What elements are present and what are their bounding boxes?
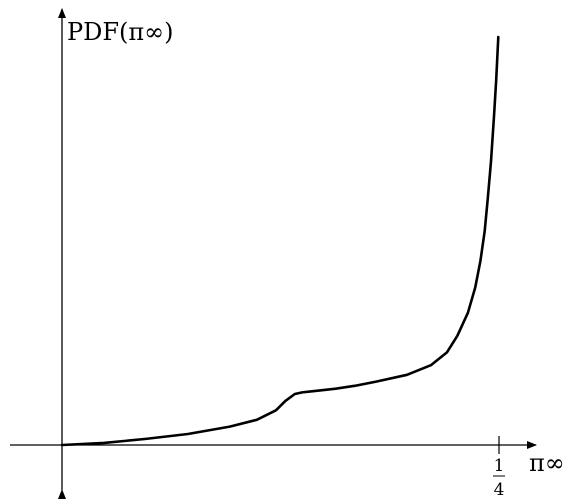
y-axis-label: PDF(π∞) [67, 18, 174, 46]
x-tick-label-denominator: 4 [494, 480, 505, 500]
svg-text:π∞: π∞ [529, 449, 565, 477]
x-ticks: 14 [493, 436, 505, 500]
series-line [60, 35, 500, 447]
x-tick-label-numerator: 1 [494, 456, 505, 476]
x-axis-label: π∞ [529, 449, 565, 477]
svg-text:PDF(π∞): PDF(π∞) [67, 18, 174, 46]
